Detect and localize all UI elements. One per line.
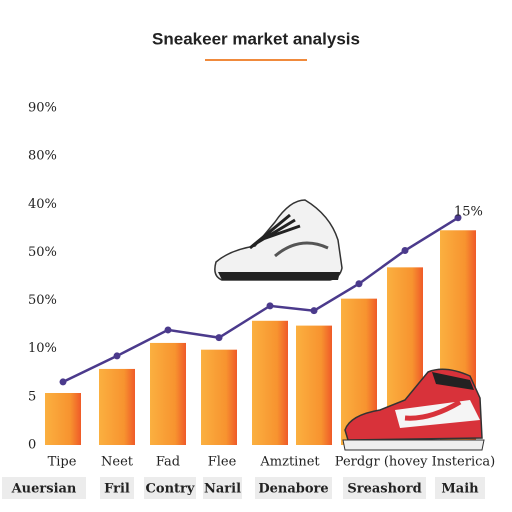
y-label: 0 [28,438,36,453]
line-point [113,352,121,360]
line-point [215,334,223,342]
y-label: 40% [28,197,57,212]
x-tick-label: Perdgr (hovey Insterica) [335,455,495,470]
annotation: 15% [454,204,483,219]
group-label: Fril [104,482,130,497]
y-label: 10% [28,341,57,356]
group-box [343,477,426,499]
x-tick-label: Tipe [48,455,77,470]
line-point [454,214,462,222]
group-box [2,477,86,499]
y-label: 90% [28,101,57,116]
group-box [435,477,485,499]
group-label: Naril [204,482,241,497]
line-point [355,280,363,288]
bar [252,320,288,445]
bar [150,342,186,445]
group-box [100,477,134,499]
group-label: Denabore [258,482,328,497]
bar [45,393,81,445]
group-label: Sreashord [347,482,421,497]
x-tick-label: Fad [156,455,180,470]
group-box [144,477,196,499]
x-tick-label: Flee [208,455,237,470]
y-label: 80% [28,149,57,164]
line-point [59,378,67,386]
group-box [203,477,242,499]
line-point [164,326,172,334]
line-point [401,247,409,255]
y-label: 5 [28,389,36,404]
group-label: Contry [146,482,195,497]
line-point [266,302,274,310]
x-tick-label: Neet [101,455,134,470]
y-label: 50% [28,245,57,260]
bar [99,368,135,445]
bar [296,325,332,445]
group-label: Auersian [11,482,77,497]
chart-title: Sneakeer market analysis [152,29,360,48]
sneaker-red [342,368,485,451]
bar [201,349,237,445]
x-tick-label: Amztinet [259,455,320,470]
group-box [255,477,332,499]
line-point [310,307,318,315]
y-label: 50% [28,293,57,308]
group-label: Maih [441,482,479,497]
sneaker-white [214,199,343,281]
